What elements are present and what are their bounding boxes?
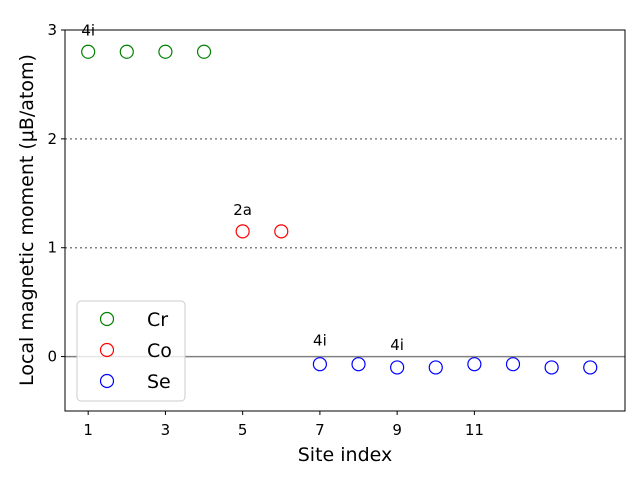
point-cr	[119, 44, 134, 59]
point-se	[467, 357, 482, 372]
legend: Cr Co Se	[76, 300, 186, 402]
x-tick-label: 11	[465, 421, 484, 439]
legend-marker-cr	[99, 311, 115, 327]
y-tick-label: 3	[47, 21, 57, 39]
plot-frame	[64, 29, 626, 412]
point-se	[583, 360, 598, 375]
point-co	[235, 224, 250, 239]
y-axis-label: Local magnetic moment (μB/atom)	[16, 54, 38, 386]
x-tick-label: 1	[83, 421, 93, 439]
site-annotation: 4i	[390, 336, 404, 354]
point-cr	[196, 44, 212, 59]
legend-box	[76, 300, 186, 402]
point-se	[312, 357, 327, 372]
site-annotation: 4i	[313, 332, 327, 350]
site-annotation: 2a	[233, 201, 252, 219]
point-cr	[158, 44, 173, 59]
site-annotation: 4i	[81, 21, 95, 39]
y-tick-label: 0	[47, 348, 57, 366]
data-points	[81, 44, 598, 375]
legend-label-co: Co	[147, 340, 172, 362]
annotations: 4i 2a 4i 4i	[81, 21, 404, 354]
x-tick-label: 5	[238, 421, 248, 439]
x-axis-ticks: 1 3 5 7 9 11	[83, 411, 484, 439]
point-se	[428, 360, 443, 375]
y-axis-ticks: 0 1 2 3	[47, 21, 65, 366]
legend-marker-se	[99, 373, 115, 389]
point-se	[505, 357, 521, 372]
legend-label-cr: Cr	[147, 309, 168, 331]
point-co	[274, 224, 289, 239]
point-se	[351, 357, 366, 372]
y-tick-label: 1	[47, 239, 57, 257]
point-se	[544, 360, 559, 375]
legend-marker-co	[99, 342, 115, 358]
point-cr	[81, 44, 96, 59]
x-tick-label: 9	[392, 421, 402, 439]
x-tick-label: 3	[161, 421, 171, 439]
point-se	[390, 360, 405, 375]
legend-label-se: Se	[147, 371, 171, 393]
x-axis-label: Site index	[298, 444, 393, 466]
y-tick-label: 2	[47, 130, 57, 148]
x-tick-label: 7	[315, 421, 325, 439]
